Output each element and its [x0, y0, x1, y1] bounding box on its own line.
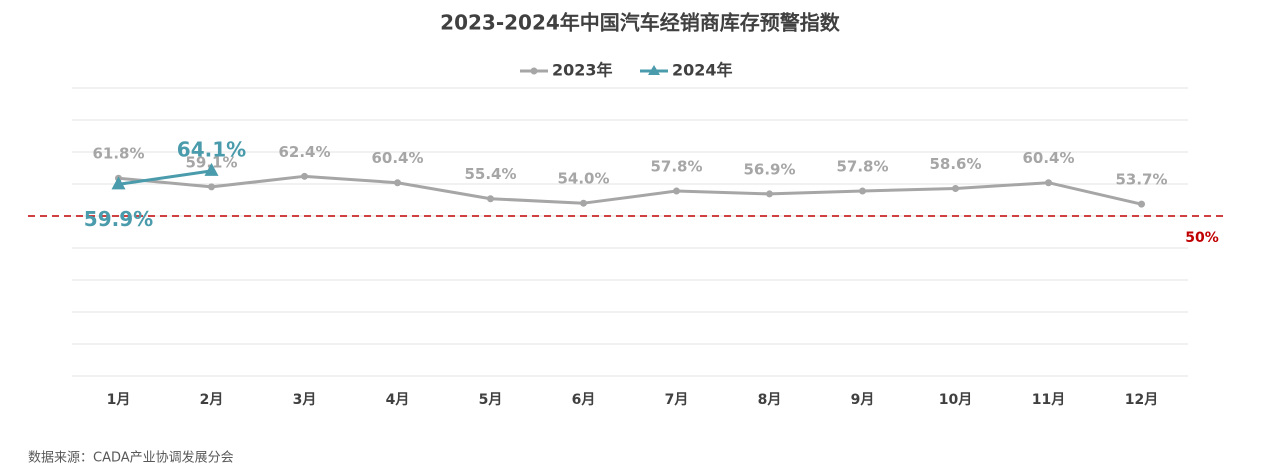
x-tick-label: 1月 — [107, 392, 131, 408]
point — [394, 179, 401, 187]
x-tick-label: 4月 — [386, 392, 410, 408]
data-label: 57.8% — [650, 158, 702, 176]
x-tick-label: 5月 — [479, 392, 503, 408]
legend-label: 2023年 — [552, 61, 613, 80]
data-label: 59.9% — [84, 207, 153, 231]
x-tick-label: 3月 — [293, 392, 317, 408]
legend-label: 2024年 — [672, 61, 733, 80]
series-line — [118, 169, 212, 186]
point — [487, 195, 494, 203]
x-tick-label: 11月 — [1032, 392, 1065, 408]
data-label: 53.7% — [1115, 171, 1167, 189]
data-label: 60.4% — [371, 149, 423, 167]
point — [580, 199, 587, 207]
threshold-label: 50% — [1185, 230, 1219, 246]
data-label: 62.4% — [278, 143, 330, 161]
point — [859, 187, 866, 195]
data-label: 55.4% — [464, 165, 516, 183]
point — [1138, 200, 1145, 208]
data-label: 58.6% — [929, 155, 981, 173]
legend-marker — [530, 67, 538, 75]
data-label: 64.1% — [177, 137, 246, 161]
x-tick-label: 8月 — [758, 392, 782, 408]
data-label: 57.8% — [836, 158, 888, 176]
point — [673, 187, 680, 195]
point — [1045, 179, 1052, 187]
point — [952, 184, 959, 192]
data-label: 59.1% — [185, 153, 237, 171]
point — [301, 172, 308, 180]
point — [111, 176, 126, 190]
series-line — [118, 174, 1142, 206]
point — [204, 162, 219, 176]
x-tick-label: 6月 — [572, 392, 596, 408]
data-label: 61.8% — [92, 145, 144, 163]
legend-marker — [648, 65, 660, 75]
point — [208, 183, 215, 191]
x-tick-label: 2月 — [200, 392, 224, 408]
data-label: 54.0% — [557, 170, 609, 188]
x-tick-label: 10月 — [939, 392, 972, 408]
x-tick-label: 9月 — [851, 392, 875, 408]
data-label: 56.9% — [743, 160, 795, 178]
x-tick-label: 7月 — [665, 392, 689, 408]
source-note: 数据来源：CADA产业协调发展分会 — [28, 450, 234, 466]
chart-title: 2023-2024年中国汽车经销商库存预警指数 — [440, 11, 841, 35]
data-label: 60.4% — [1022, 149, 1074, 167]
x-tick-label: 12月 — [1125, 392, 1158, 408]
point — [766, 190, 773, 198]
